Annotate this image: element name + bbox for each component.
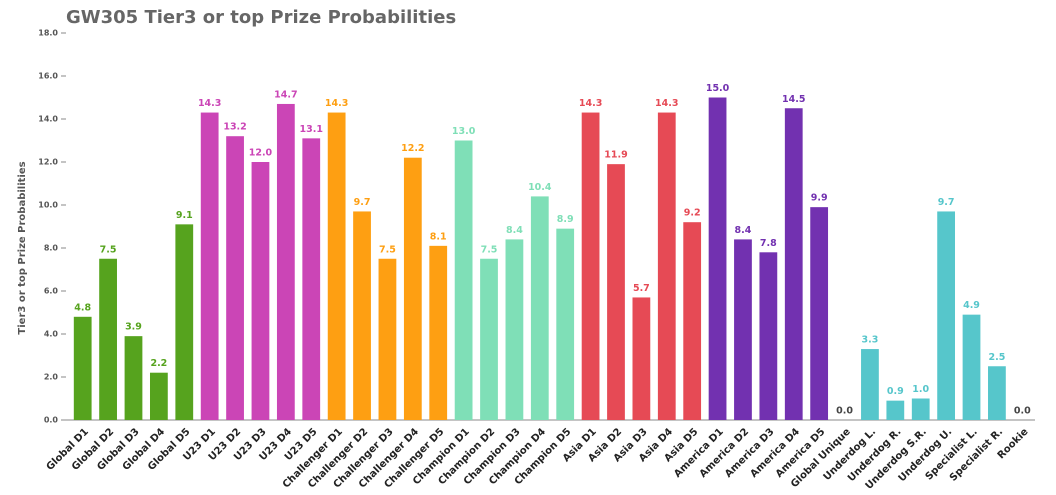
y-tick-label: 18.0 — [38, 29, 58, 38]
value-label: 7.5 — [379, 244, 396, 255]
bar — [810, 207, 829, 420]
bar — [657, 112, 676, 421]
value-label: 9.2 — [684, 208, 701, 219]
bar — [175, 224, 194, 420]
bar — [124, 336, 143, 420]
bar — [861, 349, 879, 420]
bar — [251, 162, 270, 420]
value-label: 7.5 — [481, 244, 498, 255]
value-label: 2.5 — [988, 352, 1005, 363]
value-label: 10.4 — [528, 182, 552, 193]
value-label: 14.3 — [325, 98, 348, 109]
value-label: 12.0 — [249, 148, 273, 159]
value-label: 14.7 — [274, 89, 297, 100]
y-tick-label: 8.0 — [44, 244, 59, 253]
y-tick-label: 16.0 — [38, 72, 58, 81]
value-label: 3.9 — [125, 322, 142, 333]
y-tick-label: 12.0 — [38, 158, 58, 167]
bar — [632, 297, 651, 420]
y-tick-label: 4.0 — [44, 330, 59, 339]
value-label: 13.0 — [452, 126, 476, 137]
y-tick-label: 0.0 — [44, 416, 59, 425]
bar — [327, 112, 346, 421]
bar — [99, 258, 117, 420]
bar — [73, 316, 92, 420]
value-label: 14.5 — [782, 94, 805, 105]
bar — [226, 136, 244, 420]
value-label: 2.2 — [150, 358, 167, 369]
value-label: 9.1 — [176, 210, 193, 221]
bar — [429, 245, 448, 420]
value-label: 8.9 — [557, 214, 574, 225]
bar — [378, 258, 397, 420]
bar — [784, 108, 803, 420]
value-label: 7.8 — [760, 238, 777, 249]
bar — [353, 211, 371, 420]
y-tick-label: 14.0 — [38, 115, 58, 124]
value-label: 0.0 — [1014, 406, 1031, 417]
bar — [454, 140, 473, 420]
y-tick-label: 10.0 — [38, 201, 58, 210]
value-label: 9.9 — [811, 193, 828, 204]
value-label: 7.5 — [100, 244, 117, 255]
value-label: 8.4 — [506, 225, 523, 236]
bar — [556, 228, 575, 420]
bar — [607, 164, 625, 420]
value-label: 4.8 — [74, 302, 91, 313]
bar — [962, 314, 981, 420]
bar — [937, 211, 956, 420]
chart-title: GW305 Tier3 or top Prize Probabilities — [66, 7, 456, 28]
value-label: 0.0 — [836, 406, 853, 417]
value-label: 9.7 — [938, 197, 955, 208]
bar — [683, 222, 702, 420]
bar — [149, 372, 168, 420]
value-label: 3.3 — [862, 335, 879, 346]
value-label: 1.0 — [912, 384, 929, 395]
value-label: 13.2 — [223, 122, 246, 133]
value-label: 12.2 — [401, 143, 424, 154]
value-label: 5.7 — [633, 283, 650, 294]
y-tick-label: 6.0 — [44, 287, 59, 296]
bar — [581, 112, 600, 421]
bar — [200, 112, 219, 421]
bar — [276, 103, 295, 420]
value-label: 9.7 — [354, 197, 371, 208]
value-label: 14.3 — [198, 98, 221, 109]
value-label: 11.9 — [604, 150, 627, 161]
bar — [734, 239, 752, 420]
bar — [759, 252, 778, 420]
value-label: 4.9 — [963, 300, 980, 311]
y-axis-label: Tier3 or top Prize Probabilities — [17, 161, 28, 334]
value-label: 8.1 — [430, 231, 447, 242]
value-label: 15.0 — [706, 83, 730, 94]
value-label: 8.4 — [735, 225, 752, 236]
bar — [403, 157, 422, 420]
bar — [505, 239, 524, 420]
bar — [480, 258, 498, 420]
bar — [886, 400, 905, 420]
bar — [302, 138, 321, 420]
bar — [911, 398, 930, 420]
bar — [988, 366, 1006, 420]
value-label: 0.9 — [887, 386, 904, 397]
bar — [530, 196, 549, 420]
value-label: 14.3 — [579, 98, 602, 109]
value-label: 14.3 — [655, 98, 678, 109]
y-tick-label: 2.0 — [44, 373, 59, 382]
bar — [708, 97, 727, 420]
value-label: 13.1 — [300, 124, 323, 135]
